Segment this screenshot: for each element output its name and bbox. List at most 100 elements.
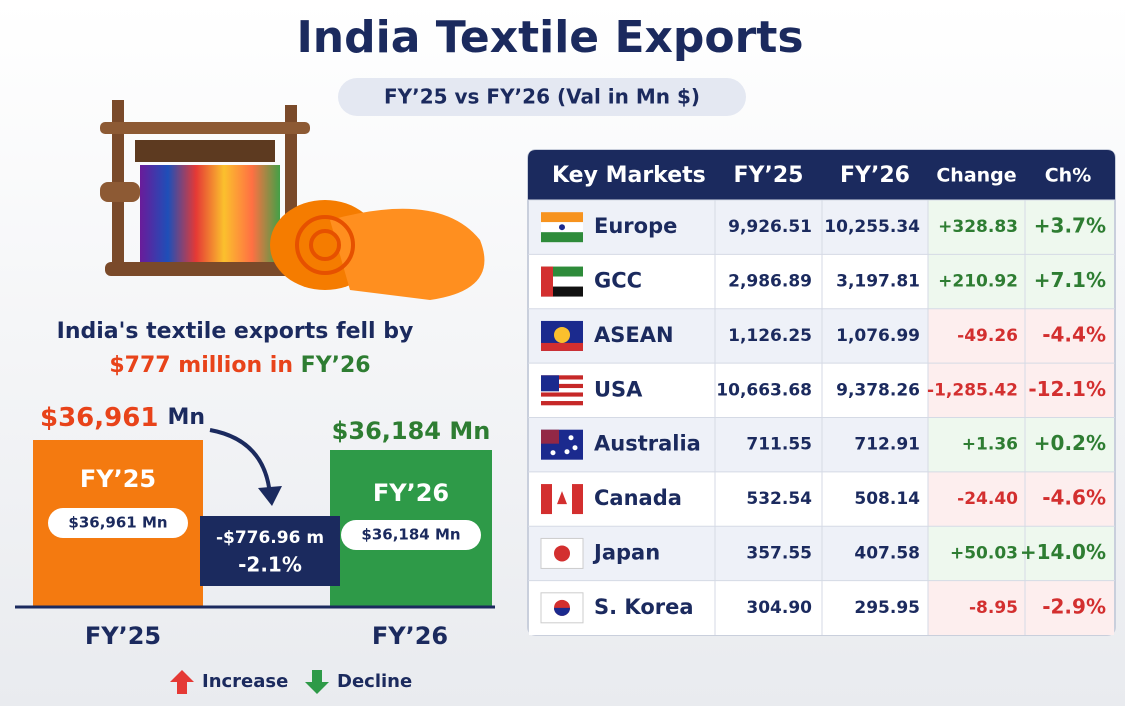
fy25-pill: [48, 508, 188, 538]
table-cell: -8.95: [969, 598, 1018, 618]
table-cell: 10,663.68: [716, 380, 812, 400]
flag-icon: [541, 484, 583, 515]
flag: [541, 484, 552, 515]
change-cell-bg: [928, 526, 1114, 581]
table-header: FY’26: [840, 163, 910, 188]
flag: [541, 379, 583, 384]
table-cell: +50.03: [950, 543, 1018, 563]
flag: [541, 266, 553, 297]
table: Key Markets FY’25 FY’26 Change Ch% Europe 9,92…: [528, 150, 1115, 635]
table-cell: +7.1%: [1034, 268, 1106, 292]
flag: [541, 212, 583, 223]
flag: [541, 388, 583, 393]
table-cell: -1,285.42: [927, 380, 1018, 400]
fy26-bar-value: $36,184 Mn: [361, 526, 460, 544]
fy25-axis-label: FY’25: [85, 622, 161, 650]
flag: [557, 491, 567, 505]
fy26-bar-label: FY’26: [373, 479, 449, 507]
flag: [559, 224, 565, 231]
market-name: ASEAN: [594, 323, 674, 347]
table-cell: -2.9%: [1042, 594, 1106, 618]
summary-line: India's textile exports fell by: [57, 319, 414, 344]
fy25-top-label: $36,961 Mn: [40, 403, 205, 433]
change-arrowhead: [258, 486, 282, 506]
table-cell: 9,378.26: [836, 380, 920, 400]
subtitle: FY’25 vs FY’26 (Val in Mn $): [384, 85, 700, 109]
table-cell: +3.7%: [1034, 214, 1106, 238]
change-box: [200, 516, 340, 586]
change-cell-bg: [928, 471, 1114, 527]
market-name: Canada: [594, 486, 682, 510]
market-name: Europe: [594, 214, 677, 238]
table-cell: 10,255.34: [824, 217, 920, 237]
flag-icon: [541, 266, 583, 297]
fy25-top-unit: Mn: [167, 405, 205, 430]
table-cell: 712.91: [854, 435, 920, 455]
fy26-axis-label: FY’26: [372, 622, 448, 650]
change-cell-bg: [928, 363, 1114, 418]
flag: [541, 266, 583, 277]
decline-icon: [305, 670, 329, 694]
change-cell-bg: [928, 308, 1114, 364]
table-header-bg: [528, 150, 1115, 200]
market-name: Japan: [592, 540, 660, 564]
market-name: Australia: [594, 432, 701, 456]
flag: [554, 607, 570, 616]
table-cell: 295.95: [854, 598, 920, 618]
flag-icon: [541, 429, 583, 460]
table-cell: 2,986.89: [728, 272, 812, 292]
flag: [554, 326, 570, 343]
flag: [541, 375, 559, 392]
flag: [541, 383, 583, 389]
flag: [550, 450, 556, 456]
flag: [541, 396, 583, 402]
summary-line: $777 million in FY’26: [109, 353, 370, 378]
change-cell-bg: [928, 254, 1114, 309]
flag: [541, 375, 583, 380]
table-cell: 357.55: [746, 543, 812, 563]
increase-icon: [170, 670, 194, 694]
flag: [541, 276, 583, 287]
table-cell: 1,126.25: [728, 326, 812, 346]
flag: [541, 286, 583, 297]
flag: [568, 435, 574, 441]
flag: [554, 545, 570, 562]
table-header: Ch%: [1045, 165, 1092, 187]
change-cell-bg: [928, 580, 1114, 635]
summary-year: FY’26: [301, 353, 371, 378]
table-cell: -4.6%: [1042, 486, 1106, 510]
change-cell-bg: [928, 200, 1114, 255]
table-cell: -49.26: [957, 326, 1018, 346]
market-name: S. Korea: [594, 595, 694, 619]
change-arrow: [209, 428, 272, 496]
table-cell: -12.1%: [1028, 377, 1106, 401]
change-amount: -$776.96 m: [216, 528, 324, 548]
table-cell: +0.2%: [1034, 431, 1106, 455]
table-cell: 711.55: [746, 435, 812, 455]
flag: [541, 401, 583, 406]
flag: [541, 232, 583, 243]
fy26-pill: [341, 520, 481, 550]
fy25-top-value: $36,961: [40, 403, 158, 433]
fy26-top-label: $36,184 Mn: [332, 417, 491, 445]
change-cell-bg: [928, 417, 1114, 472]
change-percent: -2.1%: [238, 553, 302, 577]
flag-icon: [541, 212, 583, 243]
table-cell: 407.58: [854, 543, 920, 563]
flag-icon: [540, 537, 584, 569]
fy25-bar-value: $36,961 Mn: [68, 514, 167, 532]
title: India Textile Exports: [296, 12, 803, 63]
legend-label: Decline: [337, 671, 412, 692]
summary-amount: $777 million in: [109, 353, 293, 378]
table-cell: +328.83: [938, 217, 1018, 237]
market-name: GCC: [594, 269, 642, 293]
legend-label: Increase: [202, 671, 288, 692]
table-cell: +1.36: [962, 435, 1018, 455]
fy25-bar-label: FY’25: [80, 465, 156, 493]
flag: [572, 445, 578, 451]
market-name: USA: [594, 377, 643, 401]
table-cell: 3,197.81: [836, 272, 920, 292]
table-cell: 1,076.99: [836, 326, 920, 346]
flag-icon: [540, 592, 584, 624]
